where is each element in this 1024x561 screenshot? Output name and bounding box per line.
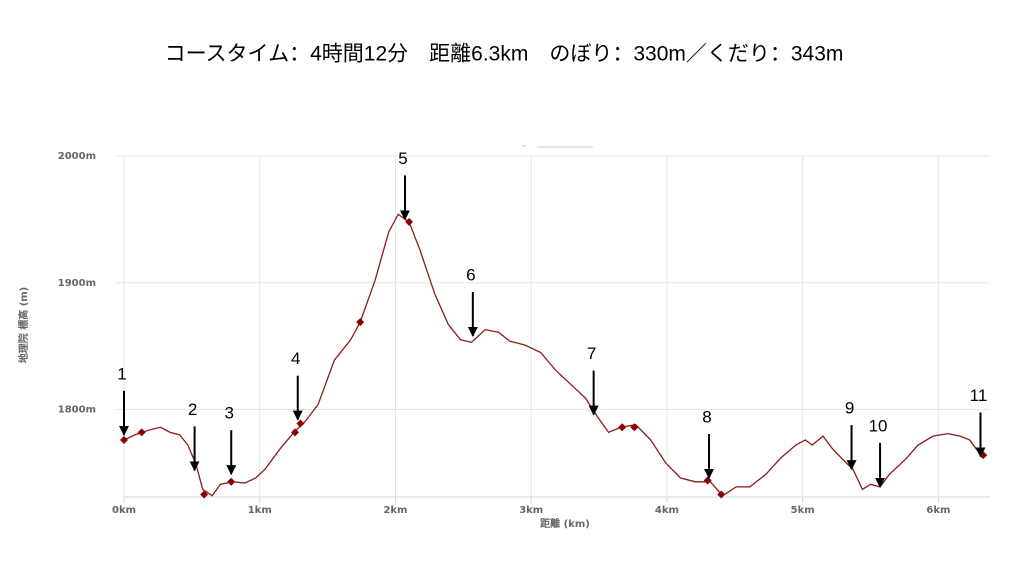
point-marker [137,428,146,437]
x-tick-label: 6km [926,505,950,516]
annotation-label: 5 [398,149,407,168]
point-marker [356,318,365,327]
x-tick-label: 4km [655,505,679,516]
annotation-label: 9 [845,399,854,418]
point-marker [618,423,627,432]
point-marker [120,435,128,444]
annotation-label: 2 [188,400,197,419]
x-tick-label: 3km [519,505,543,516]
y-tick-label: 1800m [58,405,96,416]
legend-remnant [522,145,593,148]
point-marker [630,423,639,432]
y-tick-label: 1900m [58,278,96,289]
annotation-label: 8 [702,407,711,426]
annotation-label: 7 [587,344,596,363]
point-marker [200,490,209,499]
x-tick-label: 1km [248,505,272,516]
x-axis-label: 距離 (km) [540,517,590,530]
point-marker [227,477,236,486]
x-tick-label: 0km [112,505,136,516]
annotation-label: 10 [869,416,888,435]
point-marker [703,476,712,485]
annotation-label: 6 [466,265,475,284]
point-marker [291,428,300,437]
point-marker [717,490,726,499]
x-tick-label: 5km [791,505,815,516]
annotation-label: 1 [117,364,126,383]
annotation-label: 3 [224,404,233,423]
y-tick-label: 2000m [58,151,96,162]
point-marker [405,217,414,226]
annotation-label: 4 [291,349,300,368]
x-tick-label: 2km [383,505,407,516]
point-marker [296,419,305,428]
y-axis-label: 地理院 標高 (m) [17,287,30,364]
annotation-label: 11 [970,386,988,405]
chart-title: コースタイム：4時間12分 距離6.3km のぼり：330m／くだり：343m [165,43,844,66]
elevation-line [123,213,983,497]
